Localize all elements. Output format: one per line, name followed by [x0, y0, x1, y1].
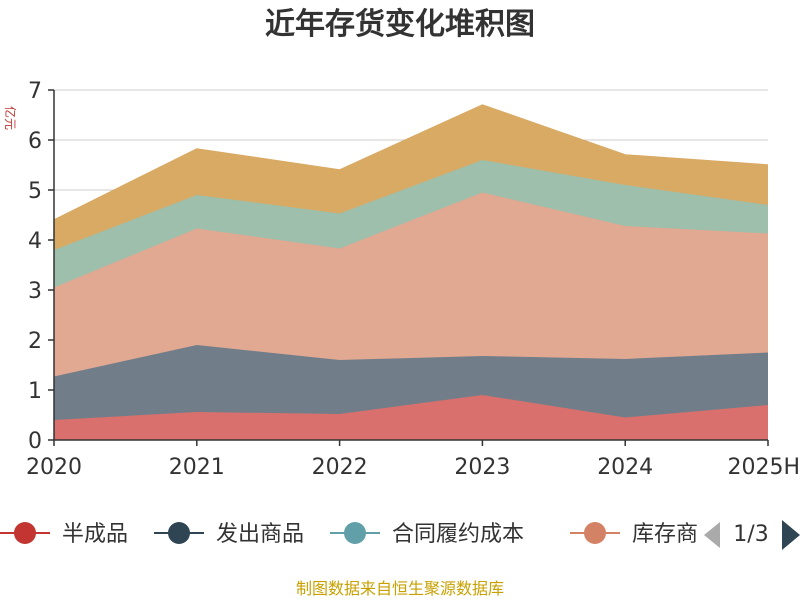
axes: 0 1 2 3 4 5 6 7 2020 2021 2022 2023 2024 2025H	[26, 79, 800, 480]
legend-next-page-icon[interactable]	[782, 520, 800, 550]
x-tick-label-2025H: 2025H	[727, 455, 800, 480]
x-tick-label-2021: 2021	[169, 455, 225, 480]
source-note: 制图数据来自恒生聚源数据库	[295, 579, 504, 598]
y-tick-label-7: 7	[28, 79, 42, 104]
area-series-5	[54, 105, 768, 250]
legend-label-1: 半成品	[62, 522, 128, 547]
y-tick-label-0: 0	[28, 429, 42, 454]
legend-item-3[interactable]: 合同履约成本	[330, 522, 524, 547]
legend-prev-page-icon[interactable]	[704, 522, 720, 548]
area-line-series-5	[53, 104, 769, 221]
y-tick-label-4: 4	[28, 229, 42, 254]
legend-label-2: 发出商品	[216, 522, 304, 547]
area-series-1	[54, 395, 768, 440]
y-tick-label-6: 6	[28, 129, 42, 154]
x-tick-label-2023: 2023	[454, 455, 510, 480]
legend[interactable]: 半成品 发出商品 合同履约成本 库存商 1/3	[0, 520, 800, 550]
x-tick-label-2020: 2020	[26, 455, 82, 480]
legend-item-1[interactable]: 半成品	[0, 522, 128, 547]
y-tick-label-5: 5	[28, 179, 42, 204]
y-axis-label: 亿元	[3, 106, 18, 130]
legend-marker-1	[14, 522, 36, 544]
x-tick-label-2024: 2024	[597, 455, 653, 480]
area-series-3	[54, 192, 768, 377]
area-series-2	[54, 345, 768, 420]
legend-page-indicator: 1/3	[733, 522, 768, 547]
y-tick-label-2: 2	[28, 329, 42, 354]
y-tick-label-3: 3	[28, 279, 42, 304]
stacked-areas	[53, 104, 769, 440]
legend-label-4: 库存商	[632, 522, 698, 547]
legend-marker-2	[168, 522, 190, 544]
legend-item-2[interactable]: 发出商品	[154, 522, 304, 547]
x-tick-label-2022: 2022	[312, 455, 368, 480]
chart-title: 近年存货变化堆积图	[265, 7, 535, 42]
area-series-4	[54, 160, 768, 288]
legend-label-3: 合同履约成本	[392, 522, 524, 547]
y-tick-label-1: 1	[28, 379, 42, 404]
legend-marker-4	[584, 522, 606, 544]
legend-marker-3	[344, 522, 366, 544]
legend-item-4[interactable]: 库存商	[570, 522, 698, 547]
